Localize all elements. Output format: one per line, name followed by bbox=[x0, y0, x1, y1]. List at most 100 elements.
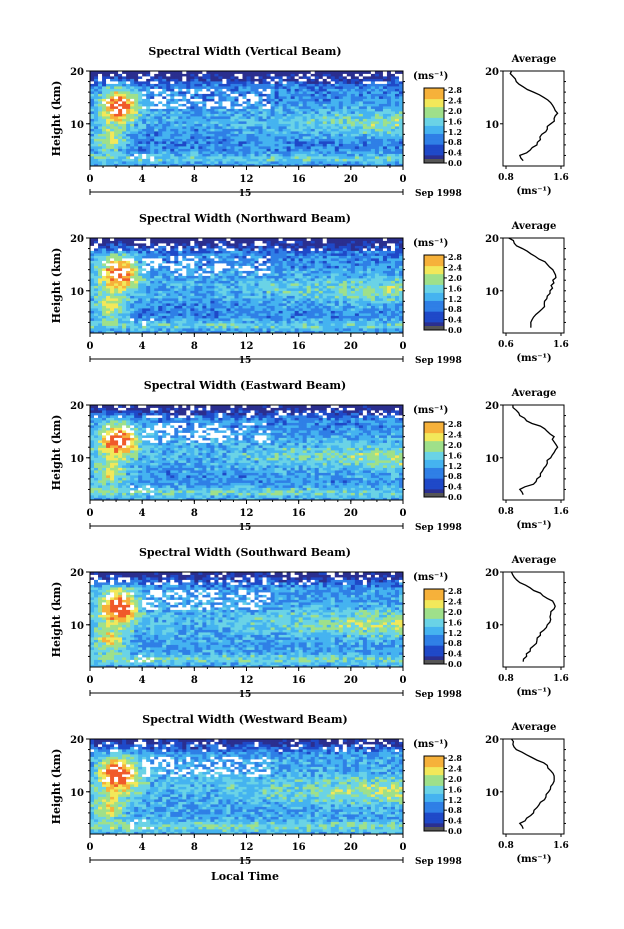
heatmap-cell bbox=[298, 141, 304, 144]
heatmap-cell bbox=[390, 116, 396, 119]
heatmap-cell bbox=[138, 290, 143, 294]
heatmap-cell bbox=[198, 290, 203, 294]
heatmap-cell bbox=[286, 136, 292, 139]
heatmap-cell bbox=[354, 280, 360, 284]
heatmap-cell bbox=[362, 298, 368, 301]
heatmap-cell bbox=[362, 131, 368, 134]
heatmap-cell bbox=[238, 136, 243, 139]
heatmap-cell bbox=[366, 278, 372, 281]
heatmap-cell bbox=[374, 280, 380, 284]
heatmap-cell bbox=[214, 116, 219, 119]
heatmap-cell bbox=[234, 71, 239, 74]
heatmap-cell bbox=[118, 318, 123, 321]
heatmap-cell bbox=[194, 148, 199, 152]
heatmap-cell bbox=[110, 96, 115, 99]
heatmap-cell bbox=[242, 318, 247, 321]
heatmap-cell bbox=[198, 325, 203, 329]
heatmap-cell bbox=[286, 98, 292, 102]
heatmap-cell bbox=[162, 141, 167, 144]
heatmap-cell bbox=[394, 146, 400, 149]
heatmap-cell bbox=[394, 123, 400, 127]
heatmap-cell bbox=[326, 313, 332, 316]
heatmap-cell bbox=[238, 126, 243, 129]
heatmap-cell bbox=[98, 285, 103, 289]
heatmap-cell bbox=[218, 93, 223, 97]
heatmap-cell bbox=[166, 280, 171, 284]
heatmap-cell bbox=[118, 93, 123, 97]
heatmap-cell bbox=[206, 106, 211, 109]
heatmap-cell bbox=[334, 283, 340, 286]
heatmap-cell bbox=[178, 98, 183, 102]
heatmap-cell bbox=[142, 123, 147, 127]
heatmap-cell bbox=[154, 88, 159, 92]
heatmap-cell bbox=[398, 123, 404, 127]
heatmap-cell bbox=[330, 101, 336, 104]
heatmap-cell bbox=[306, 86, 312, 89]
heatmap-cell bbox=[330, 113, 336, 117]
heatmap-cell bbox=[246, 283, 251, 286]
heatmap-cell bbox=[206, 113, 211, 117]
heatmap-cell bbox=[346, 313, 352, 316]
heatmap-cell bbox=[282, 113, 288, 117]
heatmap-cell bbox=[154, 161, 159, 164]
heatmap-cell bbox=[290, 330, 296, 334]
heatmap-cell bbox=[138, 76, 143, 79]
heatmap-cell bbox=[90, 153, 95, 157]
heatmap-cell bbox=[290, 310, 296, 314]
heatmap-cell bbox=[90, 313, 95, 316]
heatmap-cell bbox=[90, 91, 95, 94]
heatmap-cell bbox=[298, 283, 304, 286]
heatmap-cell bbox=[334, 88, 340, 92]
heatmap-cell bbox=[150, 270, 155, 274]
heatmap-cell bbox=[370, 158, 376, 162]
heatmap-cell bbox=[202, 295, 207, 299]
heatmap-cell bbox=[290, 81, 296, 84]
heatmap-cell bbox=[306, 146, 312, 149]
heatmap-cell bbox=[214, 280, 219, 284]
heatmap-cell bbox=[114, 128, 119, 132]
heatmap-cell bbox=[214, 101, 219, 104]
heatmap-cell bbox=[130, 113, 135, 117]
heatmap-cell bbox=[350, 163, 356, 167]
heatmap-cell bbox=[278, 81, 284, 84]
heatmap-cell bbox=[206, 275, 211, 279]
heatmap-cell bbox=[170, 141, 175, 144]
heatmap-cell bbox=[262, 328, 267, 331]
heatmap-cell bbox=[346, 88, 352, 92]
heatmap-cell bbox=[98, 295, 103, 299]
heatmap-cell bbox=[326, 141, 332, 144]
heatmap-cell bbox=[122, 295, 127, 299]
heatmap-cell bbox=[350, 288, 356, 291]
heatmap-cell bbox=[158, 300, 163, 304]
heatmap-cell bbox=[326, 293, 332, 296]
heatmap-cell bbox=[358, 318, 364, 321]
heatmap-cell bbox=[370, 108, 376, 112]
heatmap-cell bbox=[242, 106, 247, 109]
heatmap-cell bbox=[218, 318, 223, 321]
heatmap-cell bbox=[154, 156, 159, 159]
heatmap-cell bbox=[338, 290, 344, 294]
heatmap-cell bbox=[90, 315, 95, 319]
heatmap-cell bbox=[134, 81, 139, 84]
heatmap-cell bbox=[334, 275, 340, 279]
heatmap-cell bbox=[262, 156, 267, 159]
heatmap-cell bbox=[342, 153, 348, 157]
heatmap-cell bbox=[286, 288, 292, 291]
heatmap-cell bbox=[202, 290, 207, 294]
heatmap-cell bbox=[214, 298, 219, 301]
heatmap-cell bbox=[394, 71, 400, 74]
heatmap-cell bbox=[178, 128, 183, 132]
heatmap-cell bbox=[214, 288, 219, 291]
heatmap-cell bbox=[154, 151, 159, 154]
heatmap-cell bbox=[378, 151, 384, 154]
heatmap-cell bbox=[90, 98, 95, 102]
heatmap-cell bbox=[102, 270, 107, 274]
heatmap-cell bbox=[282, 288, 288, 291]
heatmap-cell bbox=[298, 78, 304, 82]
heatmap-cell bbox=[166, 76, 171, 79]
heatmap-cell bbox=[294, 133, 300, 137]
heatmap-cell bbox=[218, 325, 223, 329]
heatmap-cell bbox=[174, 298, 179, 301]
heatmap-cell bbox=[346, 71, 352, 74]
heatmap-cell bbox=[210, 315, 215, 319]
